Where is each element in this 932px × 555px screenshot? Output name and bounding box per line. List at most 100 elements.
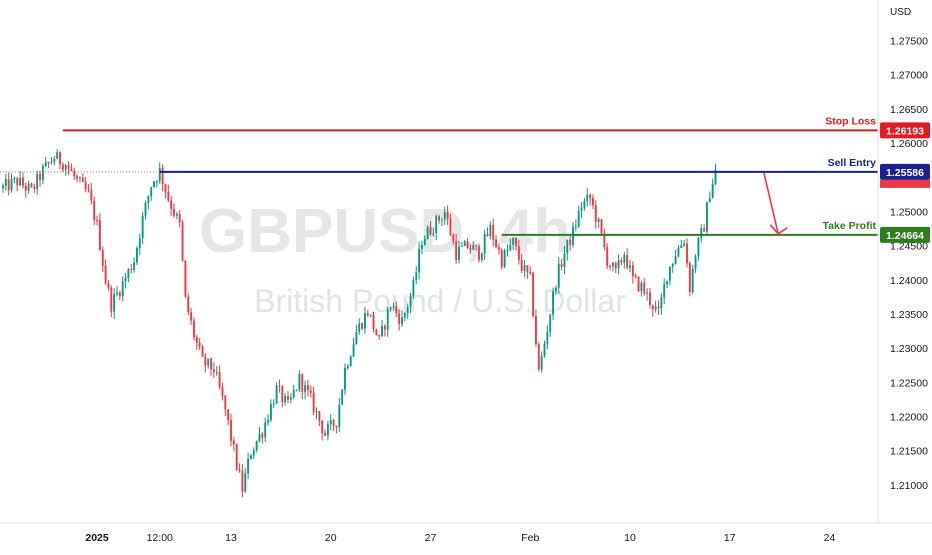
candle-body — [90, 190, 93, 201]
candle-body — [244, 473, 247, 492]
candle-body — [543, 343, 546, 356]
candle-body — [158, 167, 161, 182]
candle-body — [594, 205, 597, 222]
candle-body — [386, 309, 389, 330]
level-price-tag — [880, 122, 930, 139]
time-tick-label: 17 — [724, 532, 736, 544]
candle-body — [458, 246, 460, 261]
candle-body — [483, 233, 486, 254]
candle-body — [421, 244, 423, 249]
candle-body — [500, 250, 503, 267]
candle-body — [70, 168, 73, 171]
candle-body — [252, 449, 255, 456]
candle-body — [170, 200, 173, 209]
candle-body — [33, 186, 36, 190]
candle-body — [680, 245, 683, 249]
candle-body — [395, 306, 398, 314]
candle-body — [686, 243, 688, 264]
candle-body — [557, 263, 560, 288]
candle-body — [603, 233, 606, 248]
candle-body — [341, 389, 344, 405]
candle-body — [218, 372, 221, 388]
price-tick-label: 1.25000 — [890, 206, 928, 218]
candle-body — [124, 277, 127, 282]
candle-body — [295, 389, 298, 391]
candle-body — [383, 325, 386, 330]
candle-body — [708, 198, 711, 203]
candle-body — [597, 219, 600, 222]
candle-body — [24, 185, 27, 191]
candle-body — [329, 420, 332, 425]
candle-body — [614, 262, 617, 269]
candle-body — [167, 191, 170, 201]
candle-body — [39, 174, 41, 181]
candle-body — [98, 220, 101, 251]
candle-body — [264, 422, 267, 438]
candle-body — [87, 189, 90, 191]
candle-body — [61, 164, 64, 170]
candle-body — [101, 250, 104, 266]
candle-body — [281, 386, 284, 403]
candle-body — [64, 165, 67, 170]
candle-body — [212, 369, 215, 373]
candle-body — [472, 245, 475, 250]
candle-body — [130, 269, 133, 271]
candle-body — [412, 280, 415, 296]
candle-body — [238, 469, 241, 471]
candle-body — [107, 283, 110, 288]
candle-body — [403, 313, 406, 318]
candle-body — [84, 181, 87, 190]
candle-body — [309, 390, 312, 393]
candle-body — [50, 162, 53, 164]
candle-body — [221, 387, 224, 396]
candle-body — [697, 238, 700, 257]
candle-body — [637, 276, 640, 292]
time-axis[interactable]: 2025 12:00 13 20 27 Feb 10 17 24 — [0, 522, 932, 544]
candle-body — [629, 265, 631, 268]
candle-body — [392, 306, 395, 308]
candle-body — [714, 169, 717, 184]
candle-body — [41, 166, 44, 181]
price-tick-label: 1.26500 — [890, 104, 928, 116]
candle-body — [609, 265, 611, 267]
candle-body — [210, 358, 212, 370]
candle-body — [292, 390, 295, 398]
candle-body — [53, 159, 56, 163]
candle-body — [19, 177, 22, 186]
candle-body — [372, 314, 375, 330]
price-tick-label: 1.26000 — [890, 138, 928, 150]
candle-body — [81, 177, 84, 182]
candle-body — [312, 392, 315, 413]
candle-body — [580, 207, 583, 212]
candle-body — [506, 250, 509, 252]
price-axis[interactable]: USD 1.275001.270001.265001.260001.255001… — [877, 0, 928, 523]
candle-body — [398, 313, 401, 325]
candle-body — [583, 200, 586, 208]
candle-body — [649, 292, 651, 306]
candle-body — [409, 295, 412, 307]
candle-body — [67, 165, 70, 169]
candle-body — [13, 178, 16, 180]
candle-layer — [2, 149, 717, 498]
candle-body — [147, 196, 150, 203]
watermark: GBPUSD, 4h British Pound / U.S. Dollar — [199, 197, 626, 319]
candle-body — [691, 268, 694, 293]
candle-body — [79, 177, 81, 179]
time-tick-label: 10 — [624, 532, 636, 544]
candle-body — [560, 263, 563, 267]
candle-body — [338, 404, 341, 428]
candle-body — [250, 455, 252, 459]
candle-body — [418, 248, 421, 273]
price-tick-label: 1.27000 — [890, 70, 928, 82]
candle-body — [73, 170, 76, 177]
level-label: Stop Loss — [825, 115, 876, 127]
time-tick-label: 27 — [425, 532, 437, 544]
level-price-tag-label: 1.25586 — [886, 167, 924, 179]
candle-body — [110, 287, 113, 312]
level-price-tag — [880, 163, 930, 180]
candle-body — [640, 282, 643, 292]
candle-body — [600, 219, 603, 234]
candle-body — [187, 296, 190, 313]
level-price-tag-label: 1.24664 — [886, 230, 924, 242]
